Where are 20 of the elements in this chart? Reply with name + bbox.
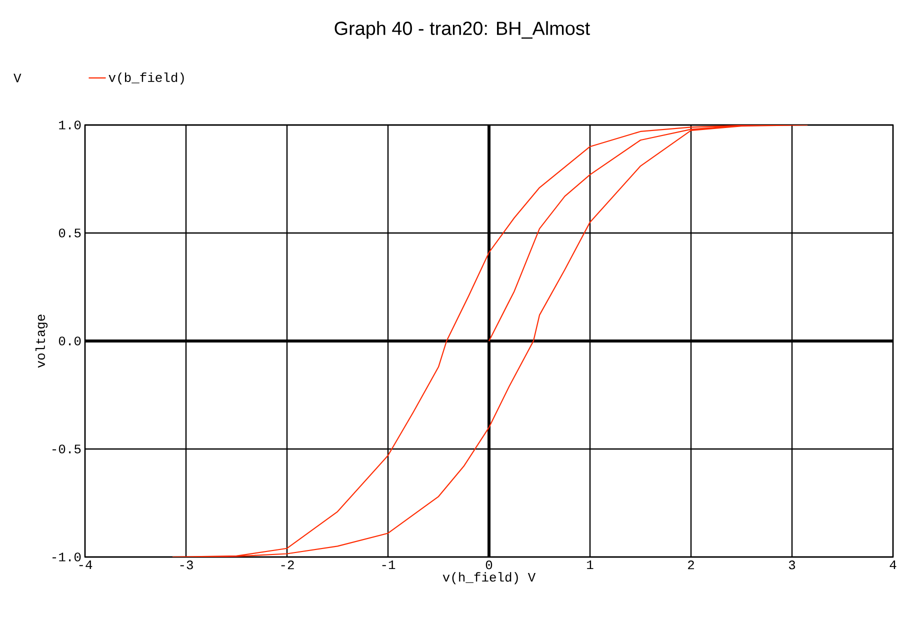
x-tick-label: -2 bbox=[281, 560, 294, 570]
x-tick-label: 1 bbox=[587, 560, 594, 570]
x-tick-label: 0 bbox=[486, 560, 492, 570]
chart-title: Graph 40 - tran20: BH_Almost bbox=[334, 21, 590, 39]
x-tick-label: -1 bbox=[382, 560, 396, 570]
x-tick-label: -3 bbox=[180, 560, 193, 570]
y-tick-label: 1.0 bbox=[59, 120, 81, 130]
line-series bbox=[172, 124, 808, 557]
y-tick-label: 0.5 bbox=[58, 228, 81, 238]
x-tick-label: 4 bbox=[890, 560, 896, 570]
y-axis-title: voltage bbox=[35, 314, 48, 368]
y-tick-label: -0.5 bbox=[52, 444, 81, 454]
y-tick-label: 0.0 bbox=[58, 336, 81, 346]
x-tick-label: -4 bbox=[79, 560, 92, 570]
x-tick-label: 3 bbox=[788, 560, 796, 570]
text: V bbox=[14, 74, 22, 82]
x-axis-title: v(h_field) V bbox=[442, 572, 536, 584]
legend-label: v(b_field) bbox=[108, 72, 184, 85]
y-tick-label: -1.0 bbox=[52, 552, 81, 562]
x-tick-label: 2 bbox=[688, 560, 694, 570]
